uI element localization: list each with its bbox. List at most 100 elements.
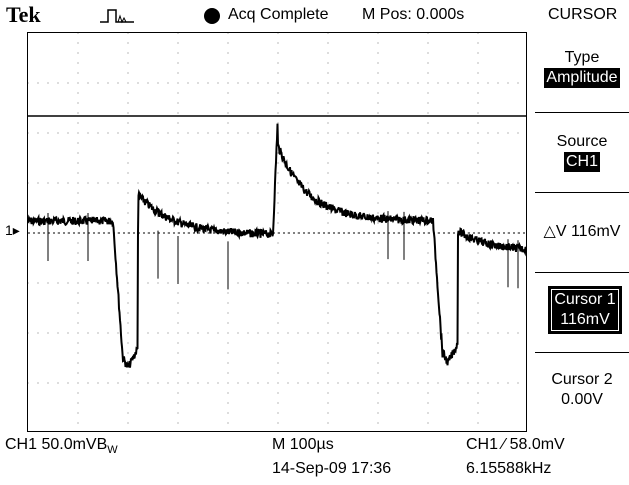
grid-dot [377, 152, 379, 154]
grid-dot [77, 112, 79, 114]
grid-dot [127, 282, 129, 284]
grid-dot [187, 182, 189, 184]
main-position-readout: M Pos: 0.000s [362, 6, 465, 23]
grid-dot [397, 132, 399, 134]
grid-dot [477, 292, 479, 294]
grid-dot [227, 212, 229, 214]
grid-dot [377, 132, 379, 134]
grid-dot [28, 332, 29, 334]
cursor-2-menu-item[interactable]: Cursor 2 0.00V [535, 370, 629, 410]
grid-dot [427, 92, 429, 94]
grid-dot [337, 282, 339, 284]
grid-dot [127, 412, 129, 414]
grid-dot [277, 62, 279, 64]
grid-dot [277, 172, 279, 174]
grid-dot [177, 152, 179, 154]
grid-dot [337, 382, 339, 384]
grid-dot [77, 62, 79, 64]
grid-dot [77, 302, 79, 304]
grid-dot [327, 312, 329, 314]
grid-dot [367, 282, 369, 284]
grid-dot [127, 222, 129, 224]
grid-dot [427, 282, 429, 284]
grid-dot [277, 122, 279, 124]
grid-dot [377, 362, 379, 364]
grid-dot [277, 152, 279, 154]
grid-dot [267, 332, 269, 334]
grid-dot [127, 332, 129, 334]
grid-dot [427, 342, 429, 344]
grid-dot [177, 322, 179, 324]
grid-dot [327, 102, 329, 104]
grid-dot [347, 282, 349, 284]
grid-dot [267, 82, 269, 84]
grid-dot [227, 92, 229, 94]
grid-dot [277, 362, 279, 364]
grid-dot [377, 262, 379, 264]
grid-dot [227, 362, 229, 364]
grid-dot [127, 102, 129, 104]
grid-dot [377, 212, 379, 214]
cursor-1-button[interactable]: Cursor 1 116mV [548, 286, 622, 334]
grid-dot [327, 282, 329, 284]
grid-dot [487, 382, 489, 384]
grid-dot [237, 282, 239, 284]
grid-dot [257, 332, 259, 334]
grid-dot [247, 282, 249, 284]
grid-dot [217, 82, 219, 84]
grid-dot [277, 252, 279, 254]
grid-dot [97, 182, 99, 184]
grid-dot [427, 52, 429, 54]
grid-dot [207, 132, 209, 134]
grid-dot [477, 162, 479, 164]
grid-dot [427, 132, 429, 134]
grid-dot [177, 332, 179, 334]
grid-dot [327, 412, 329, 414]
grid-dot [117, 132, 119, 134]
grid-dot [477, 412, 479, 414]
grid-dot [227, 152, 229, 154]
grid-dot [177, 132, 179, 134]
type-menu-item[interactable]: Type Amplitude [535, 48, 629, 88]
grid-dot [417, 82, 419, 84]
grid-dot [227, 392, 229, 394]
grid-dot [217, 132, 219, 134]
grid-dot [127, 172, 129, 174]
grid-dot [487, 182, 489, 184]
grid-dot [327, 362, 329, 364]
source-menu-item[interactable]: Source CH1 [535, 132, 629, 172]
grid-dot [377, 372, 379, 374]
grid-dot [107, 82, 109, 84]
grid-dot [217, 182, 219, 184]
grid-dot [207, 82, 209, 84]
grid-dot [28, 82, 29, 84]
grid-dot [377, 252, 379, 254]
grid-dot [477, 42, 479, 44]
grid-dot [177, 142, 179, 144]
grid-dot [437, 332, 439, 334]
grid-dot [327, 242, 329, 244]
grid-dot [367, 82, 369, 84]
menu-divider [535, 352, 629, 353]
grid-dot [347, 382, 349, 384]
grid-dot [77, 142, 79, 144]
grid-dot [507, 82, 509, 84]
grid-dot [177, 362, 179, 364]
grid-dot [377, 392, 379, 394]
grid-dot [377, 102, 379, 104]
grid-dot [497, 282, 499, 284]
grid-dot [277, 52, 279, 54]
grid-dot [377, 412, 379, 414]
grid-dot [77, 192, 79, 194]
grid-dot [327, 192, 329, 194]
grid-dot [297, 82, 299, 84]
trigger-readout: CH1 ∕ 58.0mV [466, 436, 565, 453]
grid-dot [437, 132, 439, 134]
grid-dot [367, 332, 369, 334]
grid-dot [487, 282, 489, 284]
grid-dot [487, 132, 489, 134]
grid-dot [277, 312, 279, 314]
grid-dot [377, 72, 379, 74]
grid-dot [137, 82, 139, 84]
grid-dot [277, 292, 279, 294]
